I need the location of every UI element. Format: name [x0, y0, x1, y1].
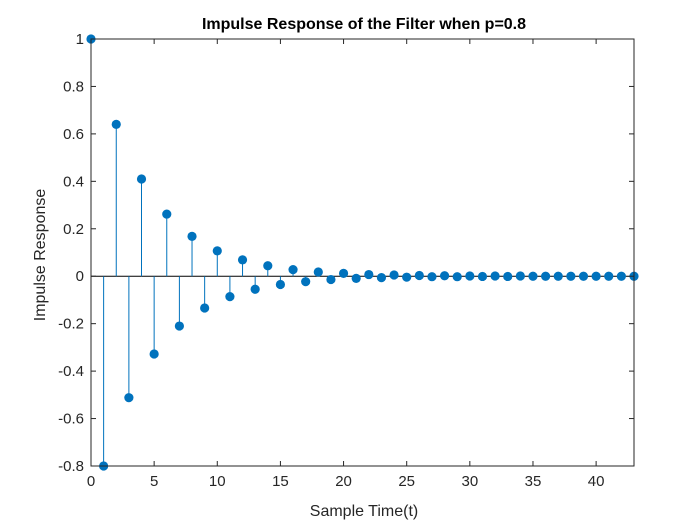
y-tick-label: -0.8: [58, 458, 84, 475]
stem-marker: [553, 271, 563, 281]
stem-marker: [338, 268, 349, 278]
stem-marker: [212, 246, 222, 256]
x-tick-label: 35: [525, 473, 542, 490]
x-tick-label: 25: [398, 473, 415, 490]
stem-marker: [427, 272, 437, 282]
stem-marker: [275, 279, 286, 290]
stem-marker: [200, 303, 210, 313]
y-tick-label: 0.6: [63, 126, 84, 143]
stem-marker: [111, 119, 121, 129]
y-tick-label: 0.2: [63, 221, 84, 238]
stem-marker: [263, 261, 273, 271]
axes-box: [90, 38, 635, 467]
axes: 0 5 10 15 20 25 30 35 40 -0.8 -0.6 -0.4 -0.2 0 0.2 0.4 0…: [58, 31, 635, 490]
stem-marker: [301, 277, 311, 287]
x-tick-label: 5: [150, 473, 158, 490]
stem-marker: [566, 271, 576, 281]
stem-marker: [402, 272, 412, 282]
stem-marker: [541, 271, 551, 281]
stem-marker: [162, 209, 172, 219]
stem-marker: [452, 272, 462, 282]
stem-marker: [250, 284, 260, 294]
stem-marker: [326, 274, 336, 285]
y-axis-label: Impulse Response: [32, 189, 49, 322]
stem-marker: [389, 270, 399, 280]
stem-marker: [376, 273, 387, 283]
y-tick-label: -0.6: [58, 411, 84, 428]
stem-marker: [414, 270, 424, 281]
x-tick-label: 20: [335, 473, 352, 490]
stem-marker: [174, 321, 184, 331]
stem-marker: [364, 269, 374, 280]
stem-marker: [528, 271, 538, 281]
stem-marker: [616, 271, 626, 281]
stem-marker: [187, 231, 197, 241]
stem-marker: [313, 267, 323, 277]
stem-marker: [149, 349, 159, 359]
stem-marker: [503, 271, 513, 282]
x-tick-label: 30: [461, 473, 478, 490]
stem-marker: [604, 271, 614, 281]
y-tick-label: -0.4: [58, 363, 84, 380]
stem-marker: [225, 292, 235, 302]
stem-marker: [477, 271, 488, 282]
stem-marker: [136, 174, 147, 184]
x-axis-label: Sample Time(t): [310, 503, 418, 520]
stem-marker: [439, 271, 450, 281]
stem-marker: [465, 271, 475, 281]
chart-title: Impulse Response of the Filter when p=0.…: [202, 16, 526, 33]
x-tick-label: 15: [272, 473, 289, 490]
y-tick-label: 1: [76, 31, 84, 48]
stem-marker: [578, 271, 589, 281]
stem-marker: [490, 271, 500, 281]
x-tick-label: 10: [209, 473, 226, 490]
y-tick-label: -0.2: [58, 316, 84, 333]
x-tick-label: 40: [588, 473, 605, 490]
stem-marker: [237, 255, 248, 265]
y-tick-label: 0.8: [63, 78, 84, 95]
y-tick-label: 0.4: [63, 173, 84, 190]
stem-marker: [124, 393, 134, 403]
y-tick-label: 0: [76, 268, 84, 285]
stem-marker: [288, 264, 298, 275]
stem-marker: [515, 271, 525, 281]
x-tick-label: 0: [87, 473, 95, 490]
stem-marker: [351, 273, 361, 283]
stem-marker: [591, 271, 601, 281]
